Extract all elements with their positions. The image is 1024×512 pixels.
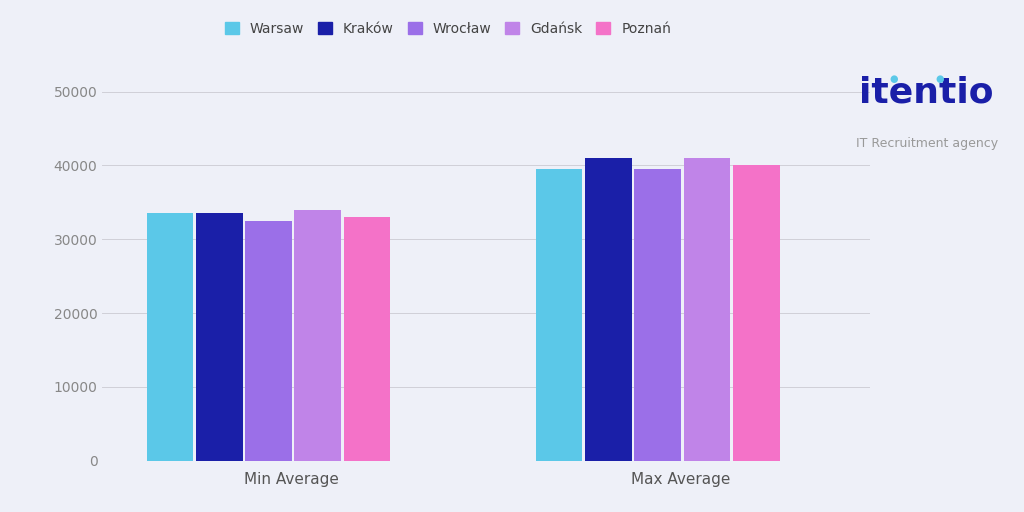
Text: itentio: itentio: [859, 75, 994, 109]
Bar: [585, 158, 632, 461]
Legend: Warsaw, Kraków, Wrocław, Gdańsk, Poznań: Warsaw, Kraków, Wrocław, Gdańsk, Poznań: [218, 15, 678, 42]
Bar: [684, 158, 730, 461]
Text: ●: ●: [936, 74, 944, 84]
Bar: [536, 169, 583, 461]
Bar: [733, 165, 779, 461]
Bar: [344, 217, 390, 461]
Bar: [245, 221, 292, 461]
Bar: [196, 214, 243, 461]
Bar: [634, 169, 681, 461]
Text: ●: ●: [890, 74, 898, 84]
Bar: [146, 214, 194, 461]
Bar: [295, 210, 341, 461]
Text: IT Recruitment agency: IT Recruitment agency: [856, 137, 997, 150]
